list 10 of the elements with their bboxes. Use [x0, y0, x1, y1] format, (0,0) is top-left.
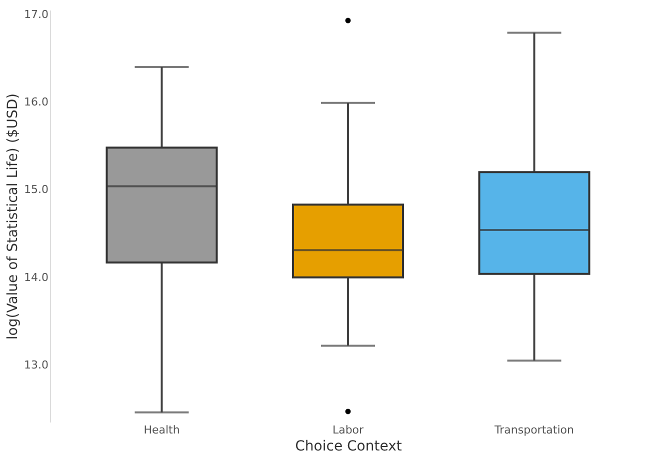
x-tick-label: Health [144, 424, 180, 436]
y-tick-label: 14.0 [24, 270, 48, 284]
y-tick-label: 13.0 [24, 358, 48, 372]
y-axis-title: log(Value of Statistical Life) ($USD) [5, 93, 22, 340]
x-axis-title: Choice Context [295, 438, 402, 454]
x-tick-label: Transportation [494, 424, 574, 436]
y-tick-label: 16.0 [24, 96, 48, 109]
y-tick-label: 15.0 [24, 183, 48, 196]
y-tick-label: 17.0 [24, 8, 48, 21]
x-tick-label: Labor [332, 424, 364, 436]
